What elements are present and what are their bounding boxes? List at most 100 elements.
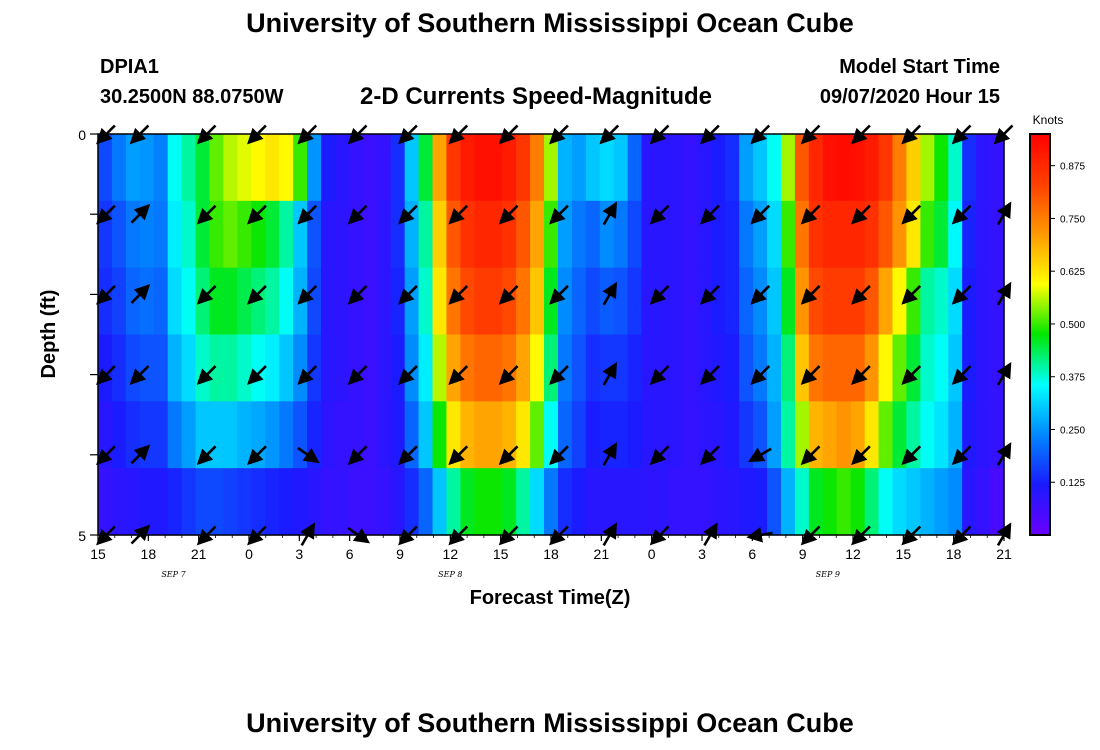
current-vector xyxy=(96,365,116,385)
heat-cell xyxy=(516,267,531,336)
colorbar-tick-label: 0.250 xyxy=(1060,425,1085,436)
current-vector xyxy=(398,204,418,225)
heat-cell xyxy=(516,334,531,402)
heat-cell xyxy=(516,134,531,202)
heat-cell xyxy=(139,267,155,336)
heat-cell xyxy=(934,134,949,202)
heat-cell xyxy=(293,334,308,402)
current-vector xyxy=(800,284,821,305)
heat-cell xyxy=(822,468,838,536)
heat-cell xyxy=(530,468,545,536)
heat-cell xyxy=(878,401,894,469)
heat-cell xyxy=(167,134,183,202)
heat-cell xyxy=(474,401,489,469)
heat-cell xyxy=(794,134,810,202)
heat-cell xyxy=(460,401,475,469)
colorbar-tick-label: 0.750 xyxy=(1060,214,1085,225)
heat-cell xyxy=(892,200,908,269)
heat-cell xyxy=(878,468,894,536)
x-tick-label: 21 xyxy=(996,546,1012,562)
heat-cell xyxy=(111,200,127,269)
heat-cell xyxy=(767,468,782,536)
heat-cell xyxy=(98,468,113,536)
heat-cell xyxy=(822,267,838,336)
heat-cell xyxy=(432,334,448,402)
heat-cell xyxy=(948,200,963,269)
colorbar-tick-label: 0.500 xyxy=(1060,320,1085,331)
heat-cell xyxy=(711,401,726,469)
current-vector xyxy=(602,442,617,466)
heat-cell xyxy=(362,334,378,402)
heat-cell xyxy=(167,200,183,269)
heat-cell xyxy=(237,267,252,336)
current-vector xyxy=(602,281,617,306)
axes: 15 18 21 0 3 6 9 12 15 18 21 0 3 6 9 12 15 18 21 SEP 7 SEP 8… xyxy=(78,127,1012,579)
current-vector xyxy=(347,284,368,305)
heat-cell xyxy=(780,200,796,269)
heat-cell xyxy=(962,134,977,202)
heat-cell xyxy=(209,468,225,536)
heat-cell xyxy=(223,334,238,402)
heat-cell xyxy=(878,267,894,336)
heat-cell xyxy=(544,334,559,402)
heat-cell xyxy=(613,134,629,202)
heat-cell xyxy=(613,267,629,336)
x-tick-label: 21 xyxy=(191,546,207,562)
heat-cell xyxy=(125,468,141,536)
heat-cell xyxy=(530,401,545,469)
heat-cell xyxy=(390,200,406,269)
heat-cell xyxy=(111,401,127,469)
heat-cell xyxy=(237,468,252,536)
heat-cell xyxy=(906,267,921,336)
heat-cell xyxy=(446,134,461,202)
heat-cell xyxy=(307,134,322,202)
heat-cell xyxy=(725,401,740,469)
heat-cell xyxy=(794,468,810,536)
current-vector xyxy=(498,365,519,385)
current-vector xyxy=(649,365,670,385)
heat-cell xyxy=(920,134,935,202)
heat-cell xyxy=(557,200,573,269)
colorbar-tick-label: 0.375 xyxy=(1060,373,1085,384)
current-vector xyxy=(448,365,469,385)
heat-cell xyxy=(976,334,991,402)
colorbar-tick-label: 0.625 xyxy=(1060,267,1085,278)
heat-cell xyxy=(627,200,643,269)
heat-cell xyxy=(474,134,489,202)
heat-cell xyxy=(599,468,615,536)
heat-cell xyxy=(753,134,768,202)
heat-cell xyxy=(432,468,448,536)
heat-cell xyxy=(571,401,587,469)
x-tick-label: 9 xyxy=(799,546,807,562)
heat-cell xyxy=(167,334,183,402)
heat-cell xyxy=(153,200,169,269)
colorbar: Knots 0.125 0.250 0.375 0.500 0.625 0.750 0.87… xyxy=(1029,113,1085,536)
heat-cell xyxy=(293,200,308,269)
heat-cell xyxy=(488,401,503,469)
current-vector xyxy=(748,447,772,463)
heat-cell xyxy=(655,267,671,336)
heat-cell xyxy=(334,334,350,402)
heat-cell xyxy=(279,267,294,336)
date-label: SEP 7 xyxy=(161,570,186,579)
x-tick-label: 6 xyxy=(748,546,756,562)
heat-cell xyxy=(585,468,601,536)
current-vector xyxy=(129,365,150,385)
current-vector xyxy=(398,445,418,466)
current-vector xyxy=(700,365,720,385)
current-vector xyxy=(247,284,267,305)
heat-cell xyxy=(390,334,406,402)
heat-cell xyxy=(836,468,852,536)
heat-cell xyxy=(948,401,963,469)
heat-cell xyxy=(990,267,1005,336)
x-tick-label: 15 xyxy=(896,546,912,562)
heat-cell xyxy=(181,134,197,202)
heat-cell xyxy=(111,334,127,402)
heat-cell xyxy=(627,401,643,469)
heat-cell xyxy=(739,267,754,336)
current-vector xyxy=(851,284,871,305)
heat-cell xyxy=(613,401,629,469)
heat-cell xyxy=(571,200,587,269)
heat-cell xyxy=(641,334,657,402)
